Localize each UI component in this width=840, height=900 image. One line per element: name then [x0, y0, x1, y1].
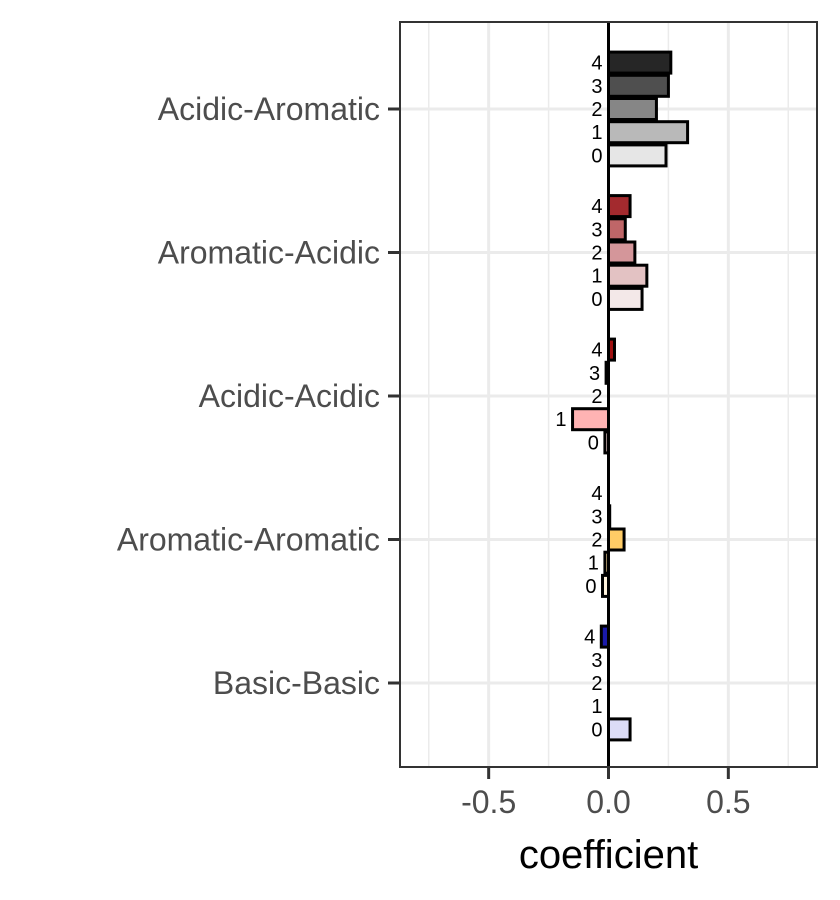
x-tick-label: 0.5: [706, 784, 750, 820]
lag-label: 4: [591, 196, 602, 218]
lag-label: 1: [588, 553, 599, 575]
lag-label: 0: [591, 289, 602, 311]
lag-label: 2: [591, 243, 602, 265]
lag-label: 3: [589, 363, 600, 385]
bar: [607, 194, 632, 219]
x-axis-title: coefficient: [519, 833, 698, 877]
bar: [607, 717, 632, 742]
lag-label: 0: [591, 145, 602, 167]
lag-label: 3: [591, 219, 602, 241]
bar: [607, 263, 649, 288]
lag-label: 4: [584, 627, 595, 649]
x-tick-label: -0.5: [461, 784, 516, 820]
lag-label: 3: [591, 506, 602, 528]
bar: [607, 120, 690, 145]
lag-label: 1: [591, 696, 602, 718]
lag-label: 2: [591, 673, 602, 695]
category-label: Aromatic-Aromatic: [117, 522, 380, 558]
lag-label: 2: [591, 99, 602, 121]
category-label: Basic-Basic: [213, 665, 380, 701]
lag-label: 3: [591, 76, 602, 98]
bar: [607, 286, 644, 311]
lag-label: 0: [588, 432, 599, 454]
lag-label: 1: [591, 266, 602, 288]
lag-label: 0: [591, 719, 602, 741]
bar: [607, 217, 627, 242]
bar: [607, 73, 670, 98]
axes: Acidic-Aromatic Aromatic-Acidic Acidic-Aci…: [117, 21, 818, 820]
lag-label: 2: [591, 386, 602, 408]
x-tick-label: 0.0: [586, 784, 630, 820]
lag-label: 2: [591, 530, 602, 552]
category-label: Aromatic-Acidic: [158, 235, 380, 271]
bar: [607, 97, 658, 121]
category-label: Acidic-Aromatic: [158, 91, 380, 127]
lag-label: 4: [591, 340, 602, 362]
bar: [607, 527, 626, 552]
lag-label: 1: [591, 122, 602, 144]
bar: [571, 407, 610, 432]
bar: [607, 50, 673, 75]
lag-label: 3: [591, 650, 602, 672]
lag-label: 1: [555, 409, 566, 431]
bar: [607, 240, 637, 265]
lag-label: 0: [585, 576, 596, 598]
category-label: Acidic-Acidic: [199, 378, 380, 414]
bar: [607, 143, 668, 168]
lag-label: 4: [591, 53, 602, 75]
lag-label: 4: [591, 483, 602, 505]
